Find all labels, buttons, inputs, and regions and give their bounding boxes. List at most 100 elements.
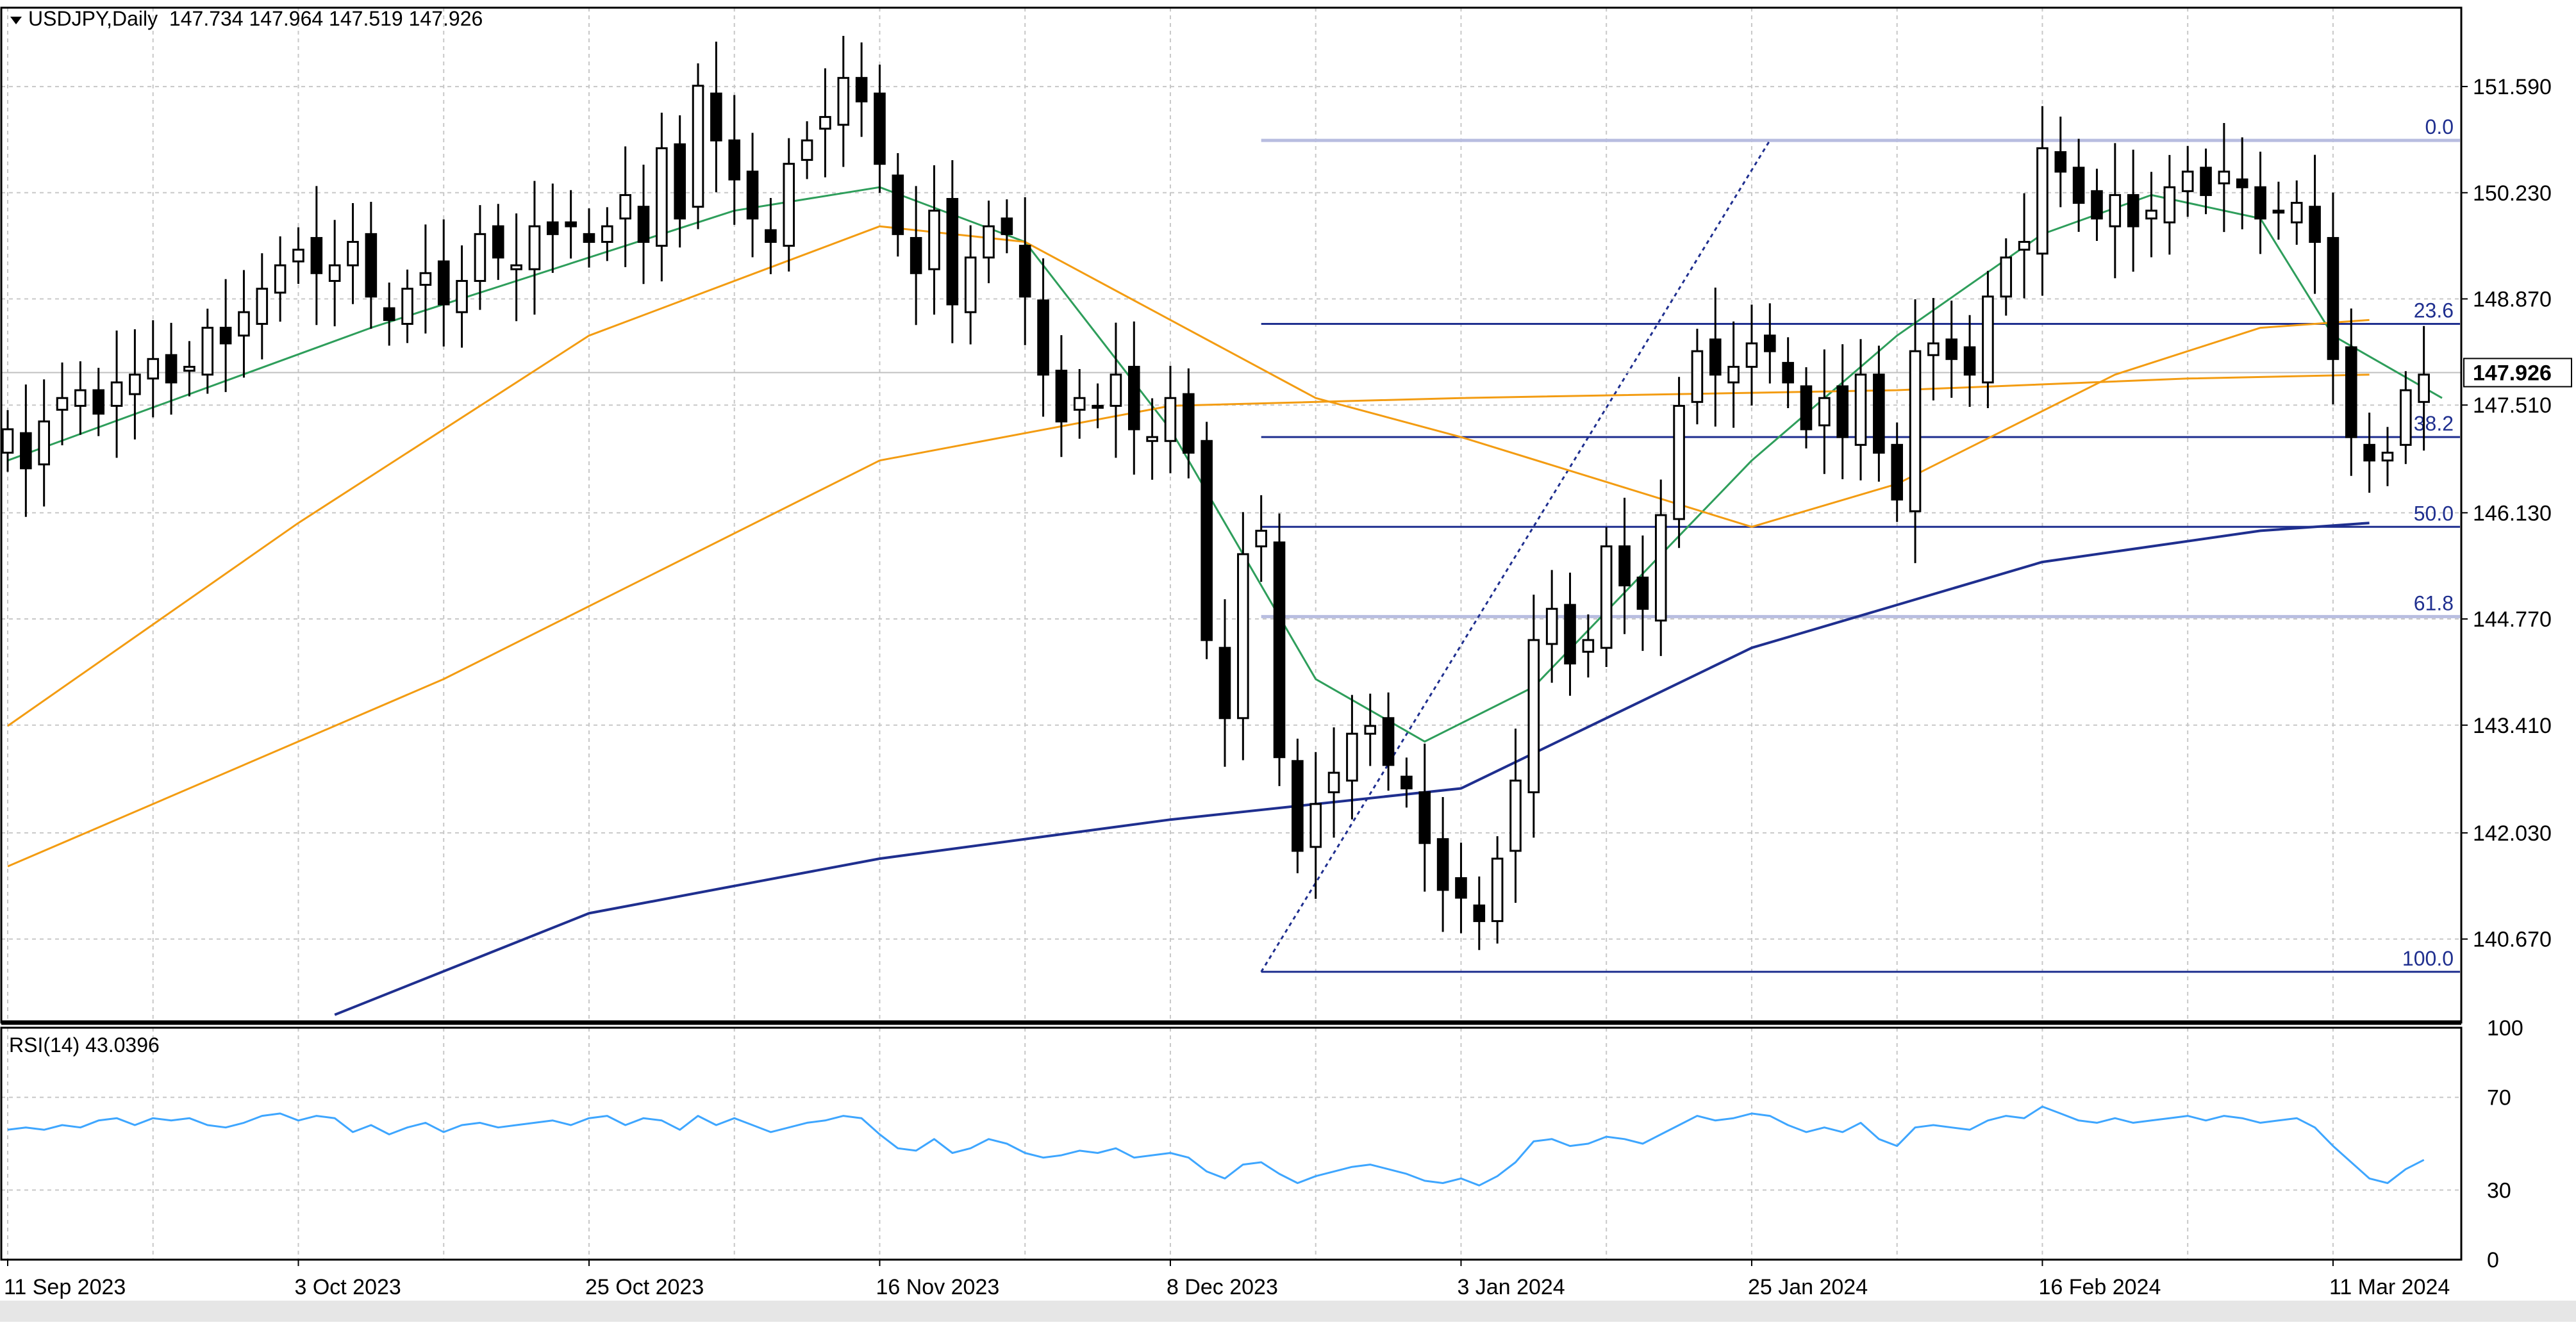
candle-body	[765, 229, 777, 243]
rsi-y-tick-label: 100	[2487, 1016, 2523, 1041]
candle-body	[1527, 639, 1540, 794]
candle-body	[1183, 393, 1195, 454]
candle	[910, 186, 922, 325]
candle	[2309, 154, 2321, 294]
candle-body	[601, 225, 613, 243]
x-tick-label: 25 Oct 2023	[585, 1275, 704, 1299]
candle-body	[2418, 374, 2430, 403]
candle	[1218, 599, 1231, 767]
candle	[2054, 116, 2067, 208]
x-tick-label: 16 Feb 2024	[2038, 1275, 2161, 1299]
candle	[1727, 321, 1740, 428]
candle-body	[1292, 760, 1304, 852]
fib-level-label: 23.6	[2414, 299, 2454, 322]
candle	[1800, 367, 1813, 449]
candle-body	[801, 139, 813, 161]
candle	[238, 270, 250, 378]
candle-body	[1800, 385, 1813, 431]
candle	[2036, 106, 2048, 296]
candle	[1146, 398, 1158, 480]
candle-body	[1400, 775, 1413, 789]
candle	[1037, 258, 1049, 417]
candle-body	[1418, 791, 1431, 844]
candle-body	[310, 236, 323, 274]
status-strip	[0, 1301, 2576, 1322]
candle-body	[201, 327, 214, 376]
candle-body	[92, 389, 105, 415]
candle-body	[1909, 350, 1922, 513]
candle	[1673, 377, 1685, 548]
candle-body	[56, 397, 69, 411]
main-panel-frame	[0, 6, 2463, 1024]
candle	[637, 165, 650, 284]
candle	[2018, 193, 2031, 299]
candle-body	[1037, 299, 1049, 376]
candle-body	[437, 260, 450, 306]
moving-average-line-ema-mid	[7, 225, 2370, 727]
candle	[147, 320, 160, 418]
candle-body	[2309, 206, 2321, 243]
rsi-line	[7, 1105, 2425, 1187]
candle	[1109, 322, 1122, 458]
candle-body	[1092, 404, 1104, 409]
y-tick-label: 151.590	[2473, 75, 2552, 99]
candle	[74, 361, 87, 435]
candle-body	[383, 307, 395, 321]
candle	[38, 379, 50, 507]
y-tick-label: 148.870	[2473, 287, 2552, 311]
candle	[456, 245, 468, 348]
fib-level-label: 0.0	[2425, 115, 2454, 138]
candle-body	[165, 354, 178, 384]
candle	[692, 63, 704, 229]
candle-body	[1146, 436, 1158, 442]
candle-body	[710, 92, 722, 142]
candle-body	[746, 170, 759, 220]
candle-body	[1055, 370, 1068, 423]
candle	[1782, 337, 1794, 408]
candle	[1255, 495, 1267, 582]
candle-body	[1691, 350, 1704, 403]
candle-body	[1963, 346, 1976, 376]
candle-body	[1382, 717, 1395, 766]
candle	[1891, 422, 1903, 522]
candle-body	[1582, 639, 1595, 653]
candle	[2400, 371, 2412, 465]
x-tick-label: 11 Mar 2024	[2329, 1275, 2450, 1299]
candle	[474, 205, 486, 310]
candle	[1509, 728, 1522, 903]
candle-body	[238, 311, 250, 337]
candle	[2418, 325, 2430, 451]
candle-body	[1854, 374, 1867, 446]
candle	[2163, 154, 2176, 255]
fib-trend-line	[1260, 140, 1771, 973]
candle-body	[256, 288, 269, 325]
candle	[1382, 692, 1395, 791]
candle-body	[855, 77, 868, 103]
x-tick-label: 16 Nov 2023	[876, 1275, 999, 1299]
candle	[419, 224, 432, 334]
candle	[1527, 595, 1540, 838]
candle-body	[2109, 193, 2122, 227]
candle	[2345, 308, 2357, 476]
candle	[2327, 192, 2339, 405]
y-tick-label: 146.130	[2473, 501, 2552, 525]
candle-body	[2018, 241, 2031, 251]
candle-body	[2200, 167, 2212, 196]
candle	[1309, 752, 1322, 899]
rsi-y-tick-label: 0	[2487, 1248, 2499, 1272]
candle-body	[1836, 385, 1849, 438]
candle	[2272, 181, 2285, 240]
candle-body	[1218, 646, 1231, 720]
candle	[1237, 512, 1249, 761]
dropdown-triangle-icon[interactable]	[10, 17, 22, 24]
candle-body	[2236, 178, 2248, 188]
candle	[1436, 796, 1449, 932]
candle-body	[292, 249, 304, 263]
candle-body	[2036, 147, 2048, 255]
candlesticks	[1, 35, 2430, 950]
candle-body	[456, 279, 468, 313]
candle-body	[1309, 803, 1322, 848]
candle	[1600, 527, 1613, 667]
candle	[256, 253, 269, 359]
